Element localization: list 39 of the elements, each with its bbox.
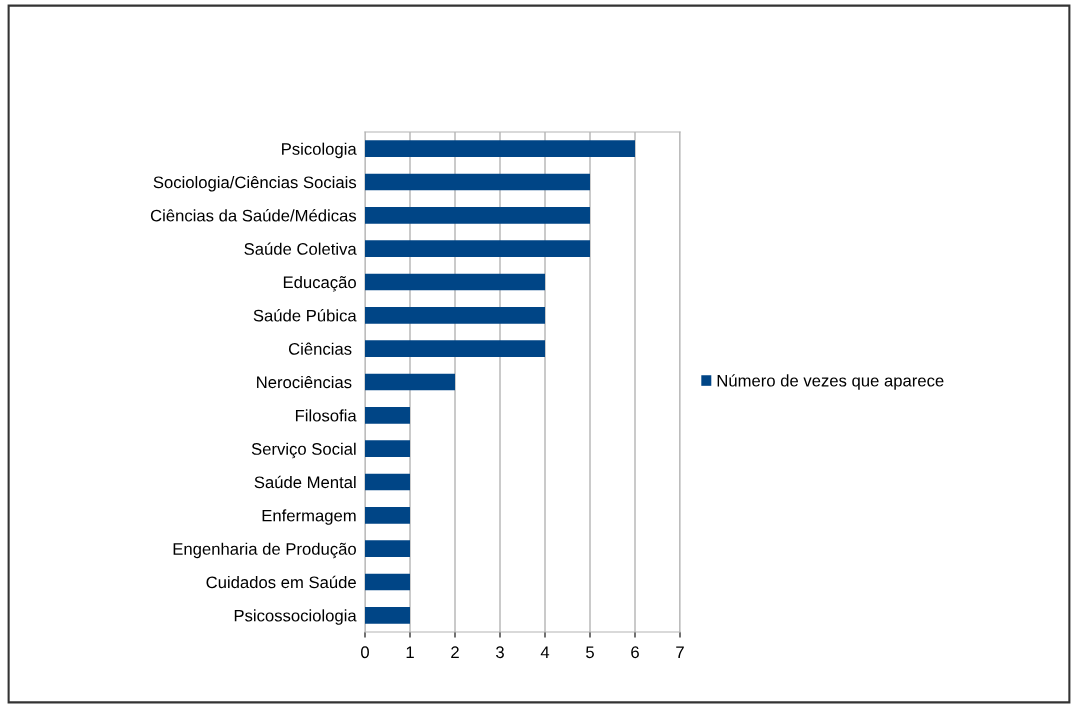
- y-tick-label: Educação: [283, 275, 356, 292]
- y-tick-label: Filosofia: [295, 409, 357, 422]
- y-tick-label: Nerociências: [257, 375, 352, 389]
- x-tick-label: 0: [361, 646, 369, 659]
- bar: [365, 407, 410, 424]
- y-tick-label: Ciências da Saúde/Médicas: [150, 209, 357, 222]
- legend-label: Número de vezes que aparece: [717, 374, 944, 390]
- y-tick-label: Saúde Mental: [254, 475, 356, 489]
- x-tick-label: 3: [496, 646, 504, 659]
- x-tick-label: 4: [540, 646, 550, 658]
- bar: [365, 373, 455, 391]
- bar: [365, 273, 545, 291]
- bar: [365, 207, 590, 224]
- bar: [365, 340, 545, 357]
- y-tick-label: Serviço Social: [251, 442, 356, 459]
- bar: [365, 173, 590, 191]
- y-tick-label: Saúde Coletiva: [244, 242, 357, 255]
- bar: [365, 607, 410, 624]
- x-tick-label: 2: [451, 646, 459, 658]
- y-tick-label: Sociologia/Ciências Sociais: [153, 175, 357, 192]
- y-tick-label: Psicossociologia: [234, 609, 357, 625]
- x-tick-label: 6: [631, 646, 639, 659]
- x-tick-label: 7: [676, 646, 684, 658]
- bar: [365, 540, 410, 557]
- y-tick-label: Cuidados em Saúde: [206, 575, 356, 589]
- bar: [365, 473, 410, 491]
- x-tick-label: 1: [406, 646, 414, 658]
- bar: [365, 140, 635, 157]
- bar: [365, 307, 545, 324]
- x-tick-label: 5: [586, 646, 594, 659]
- y-tick-label: Saúde Púbica: [253, 309, 357, 322]
- bar: [365, 573, 410, 591]
- y-tick-label: Enfermagem: [262, 509, 356, 525]
- bar: [365, 507, 410, 524]
- y-tick-label: Ciências: [288, 342, 352, 355]
- y-tick-label: Engenharia de Produção: [173, 542, 356, 559]
- bar: [365, 240, 590, 257]
- y-tick-label: Psicologia: [282, 142, 357, 159]
- bar: [365, 440, 410, 457]
